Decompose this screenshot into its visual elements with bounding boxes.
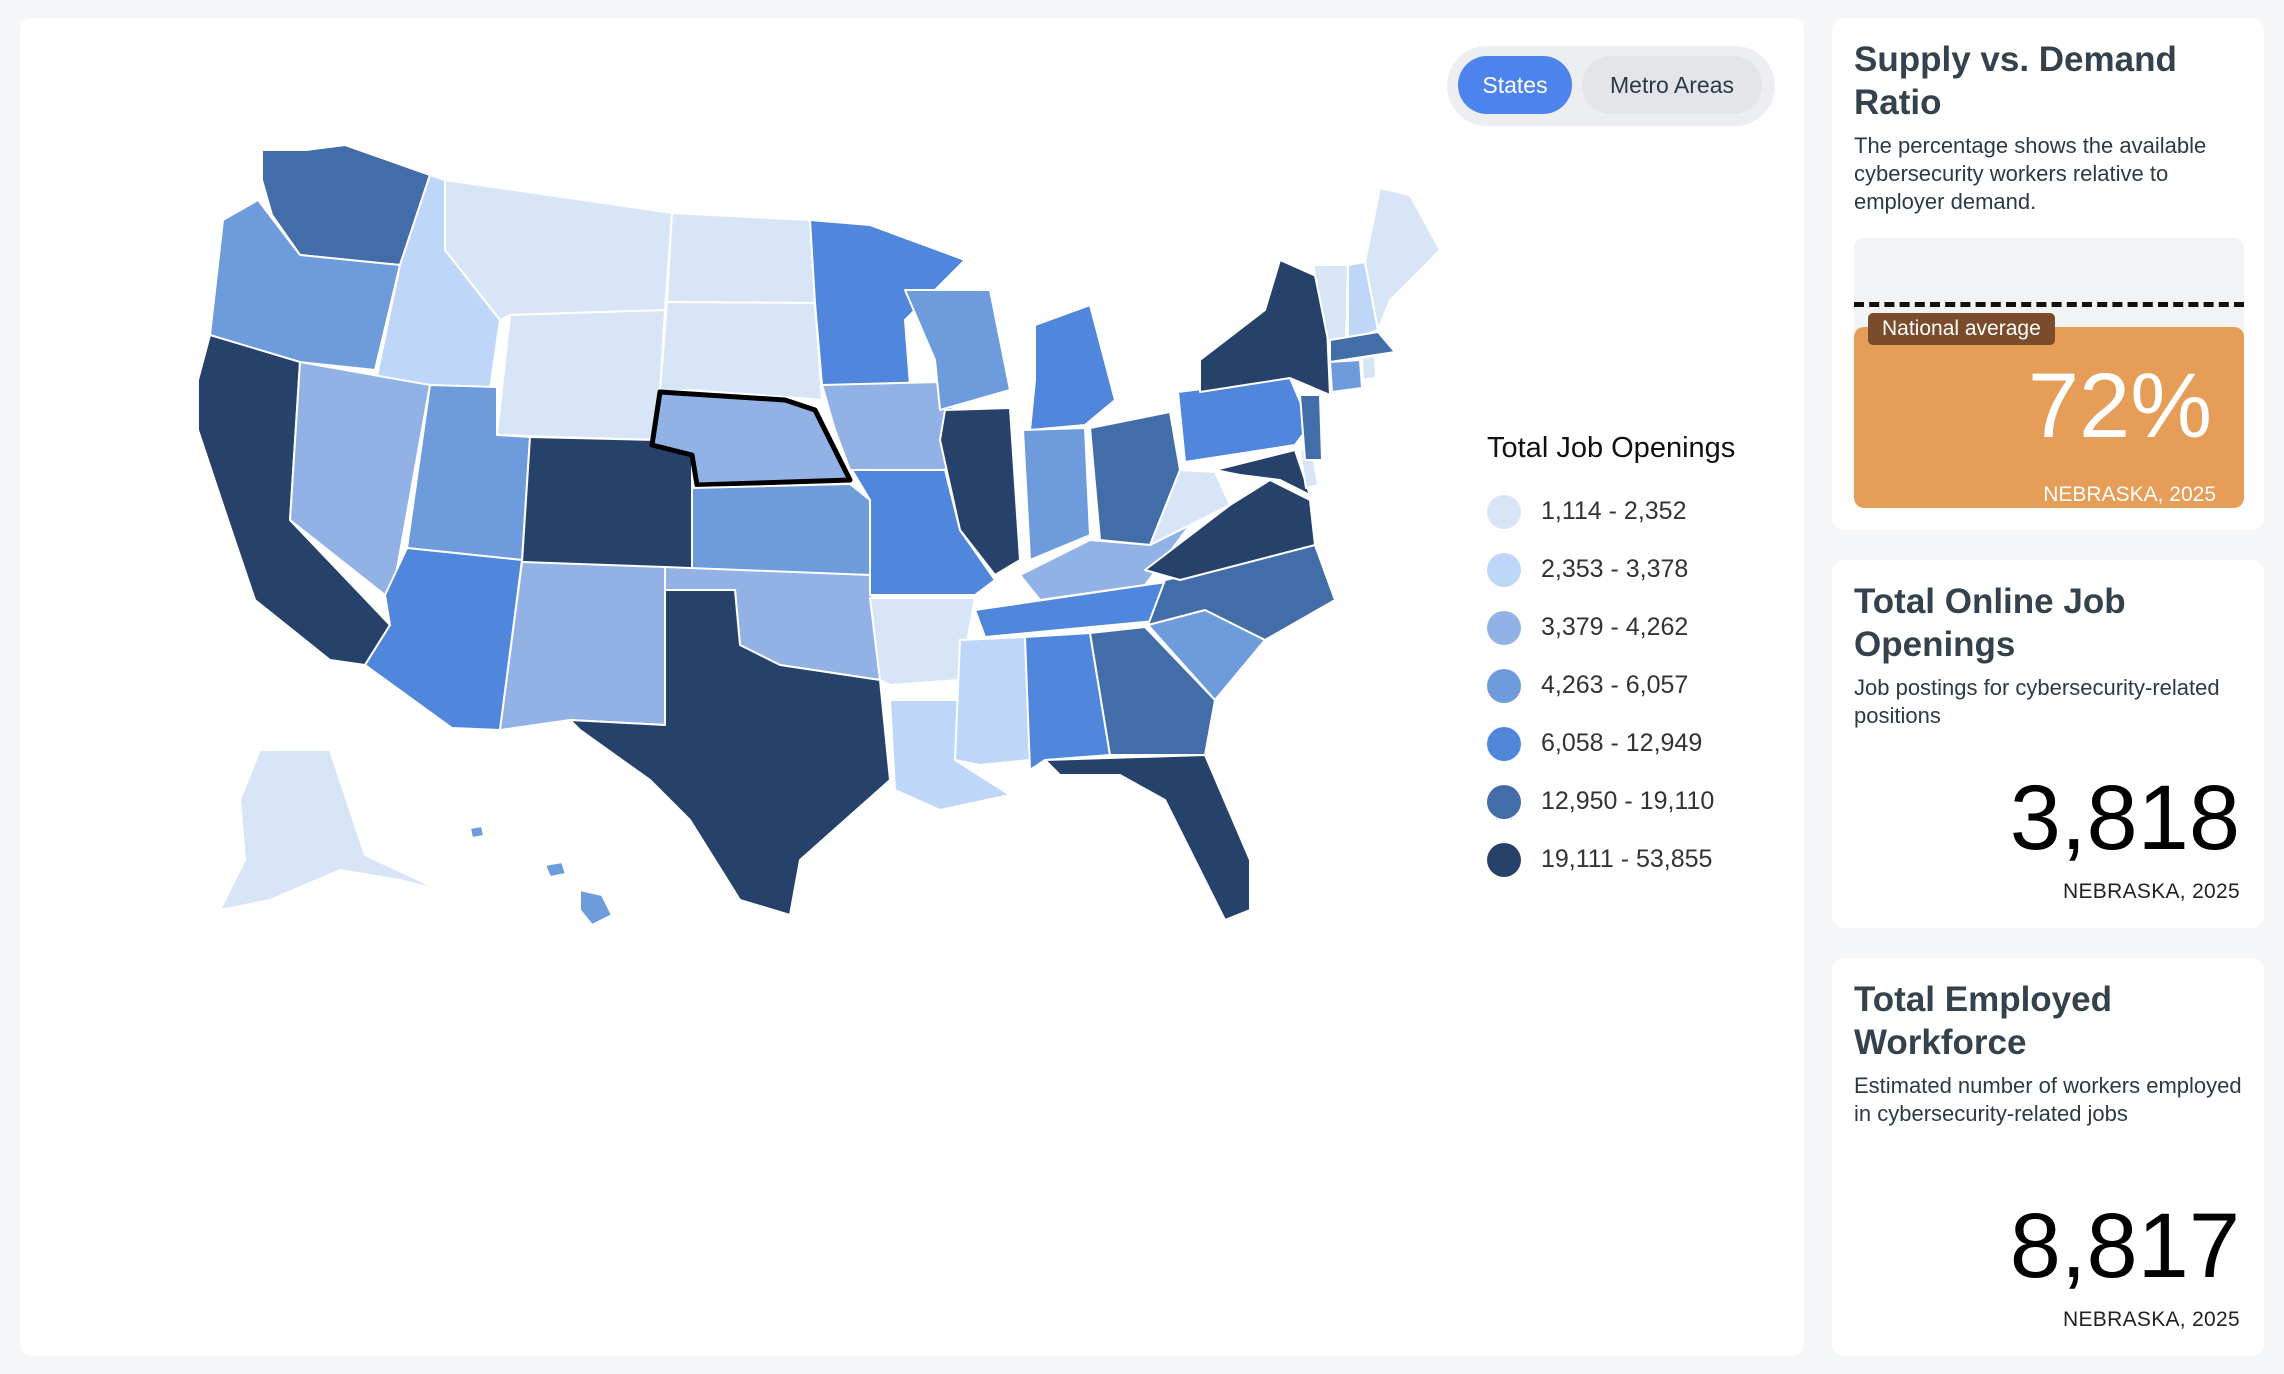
card-description: Job postings for cybersecurity-related p… (1854, 675, 2220, 728)
workforce-subtitle: NEBRASKA, 2025 (2063, 1308, 2240, 1331)
supply-demand-card: Supply vs. Demand Ratio The percentage s… (1832, 18, 2264, 530)
state-new-york[interactable] (1199, 259, 1331, 396)
state-colorado[interactable] (521, 436, 693, 571)
state-michigan[interactable] (1029, 304, 1116, 431)
state-massachusetts[interactable] (1329, 331, 1396, 363)
state-georgia[interactable] (1089, 626, 1216, 756)
job-openings-card: Total Online Job Openings Job postings f… (1832, 560, 2264, 928)
card-description: The percentage shows the available cyber… (1854, 133, 2207, 214)
legend-item: 1,114 - 2,352 (1487, 491, 1807, 549)
workforce-value: 8,817 (2009, 1195, 2240, 1297)
legend-label: 6,058 - 12,949 (1541, 729, 1703, 757)
job-openings-value: 3,818 (2009, 767, 2240, 869)
legend-swatch (1487, 553, 1521, 587)
state-rhode-island[interactable] (1361, 355, 1377, 381)
state-arkansas[interactable] (869, 597, 976, 686)
state-south-dakota[interactable] (659, 301, 823, 401)
legend-swatch (1487, 611, 1521, 645)
legend-swatch (1487, 495, 1521, 529)
metro-areas-toggle-button[interactable]: Metro Areas (1582, 56, 1762, 114)
state-nebraska[interactable] (649, 389, 853, 488)
region-toggle: States Metro Areas (1447, 46, 1775, 126)
map-legend: Total Job Openings 1,114 - 2,352 2,353 -… (1487, 432, 1807, 897)
card-title: Total Employed Workforce (1854, 980, 2112, 1062)
legend-label: 1,114 - 2,352 (1541, 497, 1687, 525)
legend-swatch (1487, 843, 1521, 877)
state-maine[interactable] (1364, 187, 1441, 331)
state-mississippi[interactable] (954, 636, 1031, 766)
legend-item: 3,379 - 4,262 (1487, 607, 1807, 665)
card-title: Supply vs. Demand Ratio (1854, 40, 2177, 122)
legend-label: 2,353 - 3,378 (1541, 555, 1689, 583)
state-florida[interactable] (1044, 754, 1251, 921)
card-title: Total Online Job Openings (1854, 582, 2126, 664)
legend-item: 6,058 - 12,949 (1487, 723, 1807, 781)
national-average-line (1854, 302, 2244, 307)
legend-swatch (1487, 669, 1521, 703)
state-indiana[interactable] (1022, 427, 1091, 561)
state-new-jersey[interactable] (1299, 394, 1323, 461)
legend-swatch (1487, 727, 1521, 761)
state-west-virginia[interactable] (1149, 469, 1231, 546)
state-connecticut[interactable] (1329, 359, 1363, 393)
state-maryland[interactable] (1214, 449, 1311, 496)
legend-item: 12,950 - 19,110 (1487, 781, 1807, 839)
state-hawaii[interactable] (579, 889, 613, 926)
legend-item: 19,111 - 53,855 (1487, 839, 1807, 897)
legend-item: 2,353 - 3,378 (1487, 549, 1807, 607)
state-hawaii-oahu[interactable] (469, 825, 485, 839)
state-new-mexico[interactable] (499, 561, 666, 731)
legend-label: 19,111 - 53,855 (1541, 845, 1713, 873)
state-alaska[interactable] (219, 749, 441, 911)
legend-swatch (1487, 785, 1521, 819)
state-north-dakota[interactable] (666, 212, 816, 304)
workforce-card: Total Employed Workforce Estimated numbe… (1832, 958, 2264, 1356)
legend-label: 12,950 - 19,110 (1541, 787, 1715, 815)
national-average-badge: National average (1868, 313, 2055, 345)
state-texas[interactable] (569, 589, 891, 916)
state-wisconsin[interactable] (904, 289, 1011, 411)
state-minnesota[interactable] (809, 219, 966, 386)
state-pennsylvania[interactable] (1177, 377, 1311, 463)
states-toggle-button[interactable]: States (1458, 56, 1572, 114)
us-choropleth-map (197, 144, 1441, 926)
ratio-bar (1854, 327, 2244, 508)
state-wyoming[interactable] (496, 309, 666, 441)
legend-label: 4,263 - 6,057 (1541, 671, 1689, 699)
job-openings-subtitle: NEBRASKA, 2025 (2063, 880, 2240, 903)
ratio-value: 72% (2027, 355, 2212, 457)
state-hawaii-maui[interactable] (544, 861, 567, 878)
state-illinois[interactable] (939, 407, 1021, 576)
card-description: Estimated number of workers employed in … (1854, 1073, 2242, 1126)
legend-label: 3,379 - 4,262 (1541, 613, 1689, 641)
state-missouri[interactable] (851, 469, 996, 596)
state-alabama[interactable] (1024, 632, 1111, 771)
legend-title: Total Job Openings (1487, 432, 1736, 464)
state-kansas[interactable] (691, 483, 871, 576)
legend-item: 4,263 - 6,057 (1487, 665, 1807, 723)
ratio-gauge: National average 72% NEBRASKA, 2025 (1854, 238, 2244, 508)
ratio-subtitle: NEBRASKA, 2025 (2043, 483, 2216, 506)
